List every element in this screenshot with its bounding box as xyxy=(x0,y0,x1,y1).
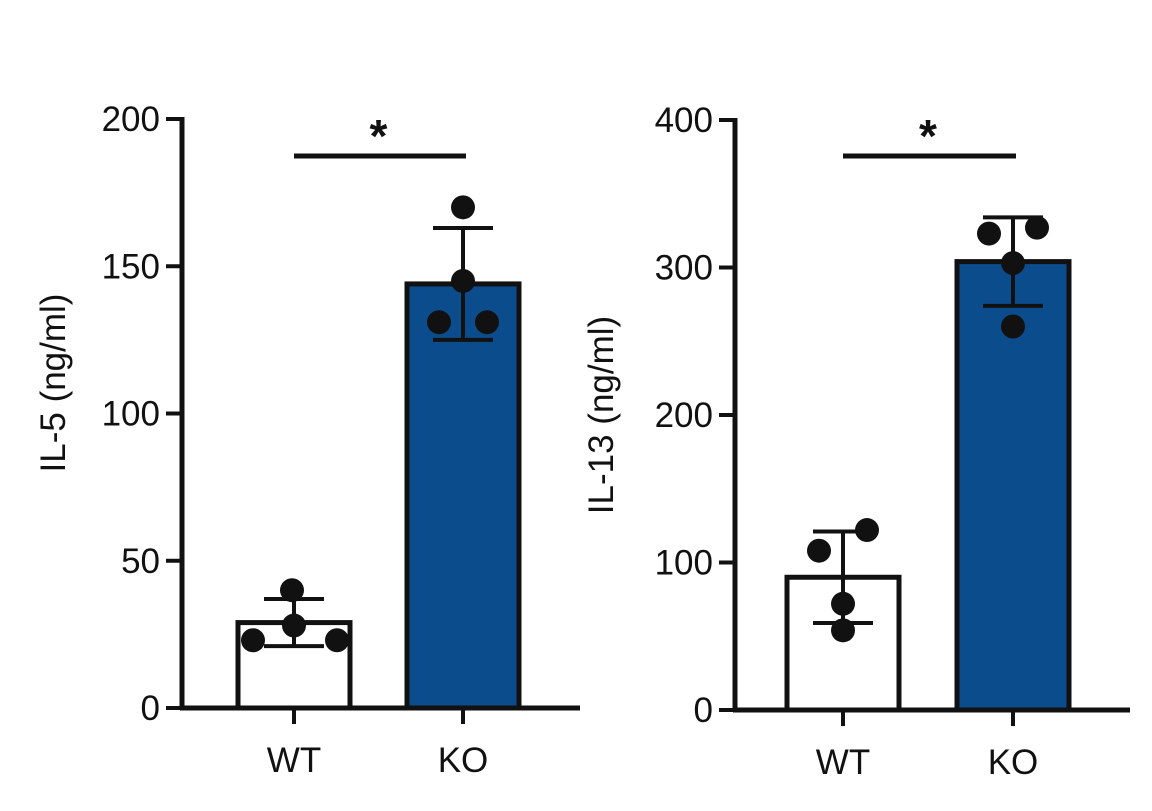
il5-data-point-ko xyxy=(427,310,451,335)
il13-data-point-wt xyxy=(855,518,879,543)
il13-y-tick-label: 300 xyxy=(655,249,713,288)
il5-y-tick-label: 200 xyxy=(102,100,160,139)
il5-chart-panel: 0 50 100 150 200 WT KO IL-5 (ng/ml) * xyxy=(34,100,580,780)
il5-data-point-ko xyxy=(451,268,475,293)
il5-x-tick-label-ko: KO xyxy=(438,741,489,780)
il13-x-tick-label-ko: KO xyxy=(988,743,1039,782)
il13-y-axis-title: IL-13 (ng/ml) xyxy=(582,316,621,514)
il5-data-point-ko xyxy=(451,195,475,220)
il13-data-point-ko xyxy=(1001,314,1025,339)
il13-data-point-ko xyxy=(1025,215,1049,240)
il13-y-tick-label: 0 xyxy=(694,691,713,730)
il13-y-tick-label: 400 xyxy=(655,101,713,140)
il5-y-axis-title: IL-5 (ng/ml) xyxy=(34,294,73,473)
il5-bar-ko xyxy=(404,281,522,711)
il5-y-tick-label: 0 xyxy=(141,689,160,728)
il5-data-point-wt xyxy=(325,628,349,653)
il5-data-point-wt xyxy=(282,613,306,638)
il5-data-point-wt xyxy=(241,628,265,653)
il13-data-point-wt xyxy=(831,618,855,643)
il5-x-tick-label-wt: WT xyxy=(267,741,321,780)
il13-x-tick-label-wt: WT xyxy=(816,743,870,782)
il5-significance-label: * xyxy=(370,110,388,162)
il13-y-tick-label: 100 xyxy=(655,544,713,583)
il13-y-tick-label: 200 xyxy=(655,396,713,435)
il5-y-tick-label: 150 xyxy=(102,247,160,286)
il13-data-point-ko xyxy=(977,221,1001,246)
il13-chart-panel: 0 100 200 300 400 WT KO IL-13 (ng/ml) * xyxy=(582,101,1130,782)
il13-data-point-wt xyxy=(831,591,855,616)
il5-data-point-wt xyxy=(280,578,304,603)
il5-y-tick-label: 50 xyxy=(121,542,160,581)
il13-significance-label: * xyxy=(919,110,937,162)
il13-data-point-wt xyxy=(807,538,831,563)
il5-data-point-ko xyxy=(475,310,499,335)
il5-y-tick-label: 100 xyxy=(102,395,160,434)
il13-data-point-ko xyxy=(1001,251,1025,276)
